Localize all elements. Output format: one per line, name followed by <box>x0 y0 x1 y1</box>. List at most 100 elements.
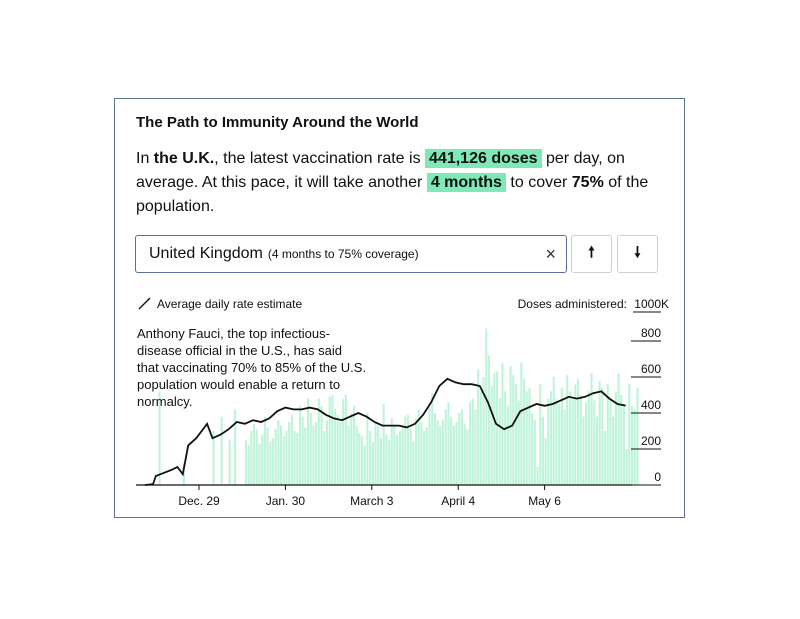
daily-dose-bar <box>547 398 550 485</box>
x-tick-label: Jan. 30 <box>266 494 306 508</box>
daily-dose-bar <box>371 441 374 485</box>
daily-dose-bar <box>352 405 355 485</box>
daily-dose-bar <box>342 398 345 485</box>
daily-dose-bar <box>552 377 555 485</box>
daily-dose-bar <box>514 384 517 485</box>
daily-dose-bar <box>350 413 353 485</box>
daily-dose-bar <box>531 413 534 485</box>
daily-dose-bar <box>612 416 615 485</box>
summary-text: of the population. <box>136 174 649 215</box>
daily-dose-bar <box>636 387 639 485</box>
daily-dose-bar <box>458 413 461 485</box>
summary-text: In <box>136 150 154 167</box>
summary-text: , the latest vaccination rate is <box>214 150 426 167</box>
next-country-button[interactable]: 🠗 <box>617 235 658 273</box>
daily-dose-bar <box>579 395 582 485</box>
daily-dose-bar <box>541 416 544 485</box>
daily-dose-bar <box>539 384 542 485</box>
daily-dose-bar <box>452 425 455 485</box>
daily-dose-bar <box>420 422 423 485</box>
daily-dose-bar <box>463 423 466 485</box>
arrow-down-icon: 🠗 <box>634 243 641 261</box>
daily-dose-bar <box>158 391 161 485</box>
daily-dose-bar <box>250 431 253 485</box>
daily-dose-bar <box>493 373 496 485</box>
daily-dose-bar <box>328 396 331 485</box>
daily-dose-bar <box>396 434 399 485</box>
daily-dose-bar <box>423 431 426 485</box>
daily-dose-bar <box>182 463 185 485</box>
daily-dose-bar <box>366 413 369 485</box>
daily-dose-bar <box>277 420 280 485</box>
fauci-annotation: Anthony Fauci, the top infectious-diseas… <box>137 326 367 409</box>
daily-dose-bar <box>439 425 442 485</box>
daily-dose-bar <box>269 441 272 485</box>
daily-dose-bar <box>560 387 563 485</box>
summary-coverage: 75% <box>571 174 604 191</box>
daily-dose-bar <box>512 375 515 485</box>
daily-dose-bar <box>255 429 258 485</box>
daily-dose-bar <box>595 416 598 485</box>
daily-dose-bar <box>271 438 274 485</box>
previous-country-button[interactable]: 🠕 <box>571 235 612 273</box>
average-rate-line <box>144 377 626 486</box>
daily-dose-bar <box>296 432 299 485</box>
daily-dose-bar <box>544 438 547 485</box>
legend-label: Average daily rate estimate <box>157 297 303 311</box>
legend-line-icon <box>138 297 151 310</box>
daily-dose-bar <box>455 422 458 485</box>
daily-dose-bar <box>609 398 612 485</box>
daily-dose-bar <box>382 404 385 485</box>
daily-dose-bar <box>498 398 501 485</box>
daily-dose-bar <box>417 409 420 485</box>
daily-dose-bar <box>312 425 315 485</box>
daily-dose-bar <box>234 409 237 485</box>
arrow-up-icon: 🠕 <box>588 243 595 261</box>
daily-dose-bar <box>374 422 377 485</box>
daily-dose-bar <box>474 409 477 485</box>
x-tick-label: March 3 <box>350 494 394 508</box>
daily-dose-bar <box>517 400 520 485</box>
summary-text: to cover <box>505 174 572 191</box>
daily-dose-bar <box>369 431 372 485</box>
summary-text: per day, on average. At this pace, it wi… <box>136 150 625 191</box>
daily-dose-bar <box>520 362 523 485</box>
daily-dose-bar <box>336 414 339 485</box>
daily-dose-bar <box>574 384 577 485</box>
y-tick-label: 600 <box>641 362 661 376</box>
y-tick-label: 800 <box>641 326 661 340</box>
daily-dose-bar <box>566 375 569 485</box>
daily-dose-bar <box>625 449 628 485</box>
y-tick-label: 200 <box>641 434 661 448</box>
daily-dose-bar <box>628 384 631 485</box>
daily-dose-bar <box>496 371 499 485</box>
daily-dose-bar <box>558 404 561 485</box>
daily-dose-bar <box>604 431 607 485</box>
doses-chart: Average daily rate estimate Doses admini… <box>136 297 669 508</box>
x-tick-label: Dec. 29 <box>178 494 220 508</box>
daily-dose-bar <box>585 402 588 485</box>
daily-dose-bar <box>582 416 585 485</box>
daily-dose-bar <box>309 413 312 485</box>
daily-dose-bar <box>412 441 415 485</box>
daily-dose-bar <box>379 438 382 485</box>
country-select[interactable]: United Kingdom (4 months to 75% coverage… <box>135 235 567 273</box>
summary-country: the U.K. <box>153 150 215 167</box>
x-tick-label: April 4 <box>441 494 475 508</box>
daily-dose-bar <box>614 391 617 485</box>
daily-dose-bar <box>431 393 434 485</box>
daily-dose-bar <box>428 407 431 485</box>
daily-dose-bar <box>398 431 401 485</box>
daily-dose-bar <box>469 402 472 485</box>
clear-icon[interactable]: × <box>545 244 556 264</box>
chart-card: The Path to Immunity Around the World In… <box>114 98 685 518</box>
daily-dose-bar <box>442 420 445 485</box>
daily-dose-bar <box>550 391 553 485</box>
daily-dose-bar <box>363 445 366 485</box>
daily-dose-bar <box>304 427 307 485</box>
daily-dose-bar <box>501 362 504 485</box>
daily-dose-bar <box>460 409 463 485</box>
daily-dose-bar <box>504 391 507 485</box>
daily-dose-bar <box>390 418 393 485</box>
daily-dose-bar <box>288 422 291 485</box>
